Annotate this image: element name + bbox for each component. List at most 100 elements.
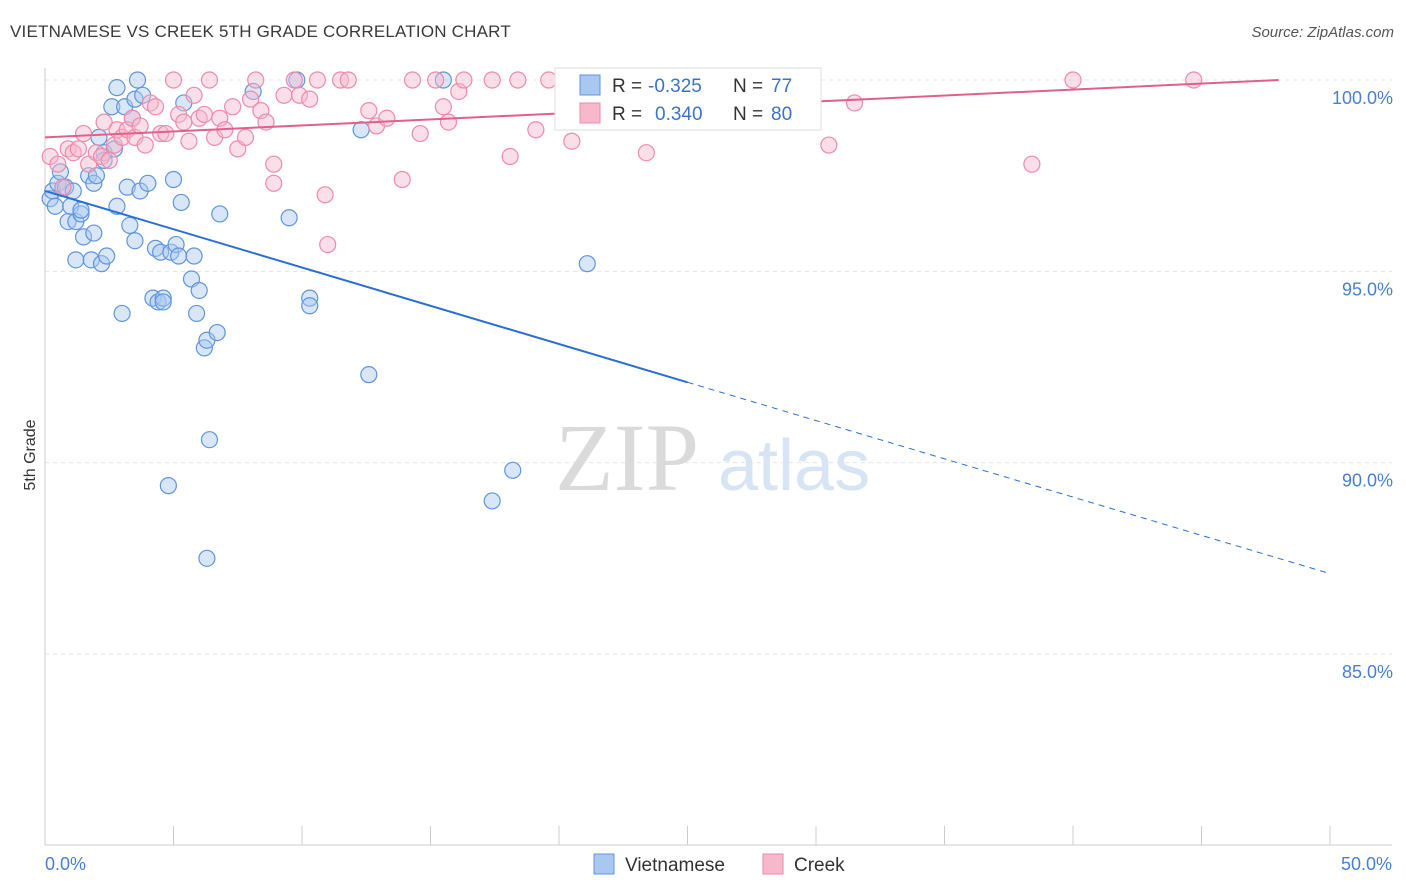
vietnamese-point <box>301 297 319 315</box>
vietnamese-point <box>280 209 298 227</box>
axes <box>44 68 1392 846</box>
creek-point <box>308 71 327 89</box>
y-tick-label: 85.0% <box>1342 662 1393 682</box>
vietnamese-point <box>90 128 108 146</box>
creek-point <box>157 124 175 143</box>
legend-swatch-creek <box>579 102 601 124</box>
creek-point <box>427 71 445 89</box>
creek-point <box>316 186 334 204</box>
bottom-swatch-vietnamese <box>593 853 615 875</box>
vietnamese-trend-line <box>44 190 688 384</box>
vietnamese-point <box>483 492 501 510</box>
creek-point <box>200 71 219 89</box>
creek-point <box>69 140 88 158</box>
vietnamese-point <box>208 323 226 342</box>
creek-point <box>175 113 193 131</box>
bottom-legend-creek: Creek <box>794 855 845 876</box>
creek-point <box>54 178 72 196</box>
watermark-atlas: atlas <box>718 426 870 506</box>
legend-r-label-1: R = <box>612 76 642 97</box>
vietnamese-point <box>154 293 172 311</box>
creek-point <box>1185 71 1203 89</box>
creek-point <box>393 170 411 189</box>
creek-point <box>285 71 303 89</box>
creek-point <box>501 147 519 166</box>
vietnamese-point <box>103 98 121 116</box>
bottom-swatch-creek <box>762 853 784 875</box>
creek-point <box>247 71 265 89</box>
vietnamese-point <box>72 201 90 219</box>
source-label: Source: ZipAtlas.com <box>1251 24 1394 41</box>
creek-point <box>74 124 93 143</box>
legend-n-value-2: 80 <box>771 104 792 125</box>
y-tick-label: 90.0% <box>1342 471 1393 491</box>
creek-point <box>92 147 111 166</box>
legend-r-value-2: 0.340 <box>655 104 703 125</box>
vietnamese-points <box>41 71 596 567</box>
vietnamese-point <box>67 251 85 269</box>
legend-n-label-2: N = <box>733 104 763 125</box>
creek-point <box>1023 155 1041 173</box>
vietnamese-point <box>121 216 139 235</box>
creek-point <box>301 90 319 108</box>
vietnamese-point <box>352 121 370 139</box>
creek-point <box>637 144 655 162</box>
creek-point <box>146 98 165 116</box>
vietnamese-point <box>128 71 147 89</box>
creek-point <box>439 113 458 131</box>
creek-point <box>265 174 283 192</box>
vietnamese-point <box>46 197 64 215</box>
creek-point <box>236 128 255 146</box>
y-tick-label: 95.0% <box>1342 279 1393 299</box>
creek-point <box>152 124 170 143</box>
creek-point <box>509 71 527 89</box>
vietnamese-point <box>185 247 203 265</box>
creek-point <box>360 102 378 120</box>
watermark: ZIP atlas <box>555 404 870 511</box>
creek-point <box>527 121 545 139</box>
vietnamese-point <box>504 461 522 479</box>
creek-point <box>185 86 203 104</box>
vietnamese-point <box>170 247 188 265</box>
vietnamese-point <box>172 193 190 212</box>
vietnamese-point <box>118 178 136 196</box>
vietnamese-point <box>200 431 219 449</box>
creek-point <box>95 113 113 131</box>
series-legend: Vietnamese Creek <box>593 853 845 876</box>
vietnamese-point <box>139 174 157 192</box>
creek-point <box>100 151 118 169</box>
creek-point <box>224 98 242 116</box>
vietnamese-point <box>198 549 216 567</box>
vietnamese-point <box>126 232 144 250</box>
stats-legend: R = -0.325 N = 77 R = 0.340 N = 80 <box>554 67 822 131</box>
vietnamese-point <box>164 170 183 189</box>
creek-point <box>164 71 183 89</box>
creek-point <box>820 136 838 154</box>
x-tick-right: 50.0% <box>1341 854 1392 874</box>
creek-point <box>319 235 337 254</box>
creek-point <box>845 94 864 112</box>
creek-point <box>1064 71 1082 89</box>
vietnamese-point <box>211 205 229 223</box>
creek-point <box>131 117 149 135</box>
legend-r-label-2: R = <box>612 104 642 125</box>
legend-n-value-1: 77 <box>771 76 792 97</box>
creek-point <box>411 124 429 143</box>
vietnamese-point <box>360 366 378 384</box>
y-tick-labels: 100.0% 95.0% 90.0% 85.0% <box>1332 88 1393 682</box>
creek-point <box>290 86 309 104</box>
chart-title: VIETNAMESE VS CREEK 5TH GRADE CORRELATIO… <box>10 22 511 41</box>
vietnamese-point <box>190 281 208 300</box>
creek-point <box>455 71 473 89</box>
vietnamese-point <box>159 477 177 495</box>
creek-point <box>136 136 154 154</box>
vietnamese-point <box>188 304 206 323</box>
y-tick-label: 100.0% <box>1332 88 1393 108</box>
vietnamese-point <box>108 79 126 97</box>
creek-point <box>434 98 452 116</box>
creek-point <box>339 71 357 89</box>
vietnamese-point <box>154 289 172 307</box>
creek-point <box>195 105 213 124</box>
creek-point <box>275 86 293 104</box>
legend-swatch-vietnamese <box>579 74 601 96</box>
